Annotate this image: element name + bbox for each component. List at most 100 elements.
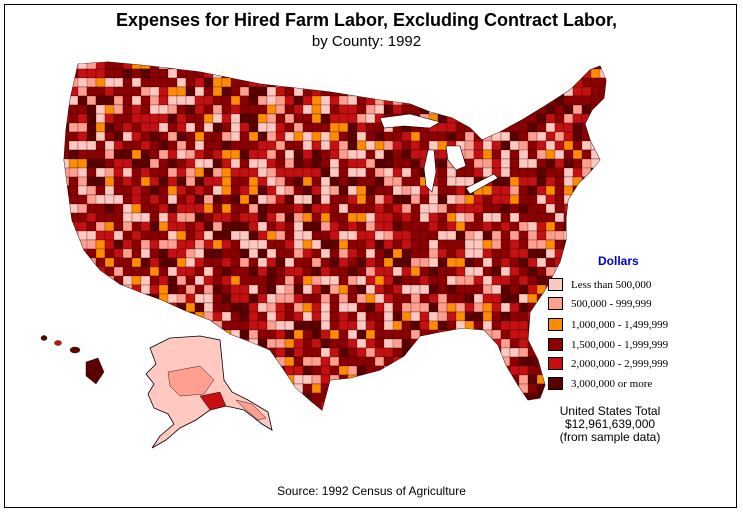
county-cell xyxy=(581,239,592,250)
county-cell xyxy=(590,221,601,232)
county-cell xyxy=(257,158,268,169)
county-cell xyxy=(113,104,124,115)
county-cell xyxy=(536,86,547,97)
county-cell xyxy=(266,212,277,223)
county-cell xyxy=(554,194,565,205)
county-cell xyxy=(356,131,367,142)
county-cell xyxy=(185,113,196,124)
county-cell xyxy=(581,185,601,196)
county-cell xyxy=(275,62,286,70)
county-cell xyxy=(203,320,214,331)
county-cell xyxy=(518,86,538,97)
county-cell xyxy=(131,374,142,385)
county-cell xyxy=(329,311,340,322)
county-cell xyxy=(248,221,259,232)
county-cell xyxy=(320,302,331,313)
county-cell xyxy=(374,167,385,178)
county-cell xyxy=(446,275,457,286)
county-cell xyxy=(356,275,367,286)
us-total-value: $12,961,639,000 xyxy=(564,417,656,431)
county-cell xyxy=(212,167,223,178)
county-cell xyxy=(581,230,592,241)
county-cell xyxy=(545,140,556,151)
county-cell xyxy=(311,338,322,349)
county-cell xyxy=(231,411,249,420)
county-cell xyxy=(266,365,277,376)
county-cell xyxy=(455,383,466,394)
county-cell xyxy=(473,392,493,403)
county-cell xyxy=(77,62,88,70)
county-cell xyxy=(455,194,466,205)
county-cell xyxy=(590,86,601,97)
county-cell xyxy=(149,176,160,187)
county-cell xyxy=(509,158,520,169)
county-cell xyxy=(68,293,88,304)
county-cell xyxy=(482,131,493,142)
county-cell xyxy=(338,248,349,259)
county-cell xyxy=(302,374,313,385)
county-cell xyxy=(383,401,403,410)
county-cell xyxy=(149,212,160,223)
county-cell xyxy=(68,158,79,169)
county-cell xyxy=(401,356,421,367)
county-cell xyxy=(158,221,169,232)
county-cell xyxy=(257,302,268,313)
county-cell xyxy=(194,212,205,223)
county-cell xyxy=(311,347,322,358)
county-cell xyxy=(185,167,196,178)
county-cell xyxy=(213,411,231,420)
county-cell xyxy=(140,329,151,340)
county-cell xyxy=(527,131,538,142)
county-cell xyxy=(320,62,340,70)
county-cell xyxy=(392,239,403,250)
county-cell xyxy=(518,212,529,223)
county-cell xyxy=(428,86,439,97)
county-cell xyxy=(77,167,88,178)
county-cell xyxy=(374,149,385,160)
county-cell xyxy=(185,185,196,196)
legend-swatch xyxy=(548,318,563,331)
county-cell xyxy=(194,275,205,286)
county-cell xyxy=(293,176,304,187)
county-cell xyxy=(392,329,403,340)
county-cell xyxy=(293,374,304,385)
county-cell xyxy=(365,347,376,358)
county-cell xyxy=(419,293,430,304)
county-cell xyxy=(347,113,358,124)
county-cell xyxy=(293,62,304,70)
county-cell xyxy=(347,365,358,376)
county-cell xyxy=(392,203,403,214)
county-cell xyxy=(122,383,133,394)
county-cell xyxy=(338,221,349,232)
county-cell xyxy=(473,104,484,115)
county-cell xyxy=(149,230,160,241)
county-cell xyxy=(428,104,448,115)
county-cell xyxy=(248,212,259,223)
county-cell xyxy=(284,275,295,286)
county-cell xyxy=(401,131,412,142)
county-cell xyxy=(599,62,606,70)
county-cell xyxy=(122,122,133,133)
county-cell xyxy=(509,95,520,106)
county-cell xyxy=(392,230,403,241)
county-cell xyxy=(149,257,160,268)
county-cell xyxy=(77,266,88,277)
county-cell xyxy=(365,77,376,88)
county-cell xyxy=(140,77,151,88)
county-cell xyxy=(356,311,367,322)
county-cell xyxy=(374,257,385,268)
county-cell xyxy=(293,104,304,115)
county-cell xyxy=(500,347,511,358)
county-cell xyxy=(275,293,286,304)
county-cell xyxy=(455,62,466,70)
county-cell xyxy=(410,266,421,277)
county-cell xyxy=(365,311,376,322)
county-cell xyxy=(284,131,295,142)
county-cell xyxy=(64,275,79,286)
county-cell xyxy=(68,401,79,410)
county-cell xyxy=(464,401,475,410)
county-cell xyxy=(95,230,106,241)
county-cell xyxy=(401,77,421,88)
county-cell xyxy=(221,293,232,304)
county-cell xyxy=(554,158,565,169)
